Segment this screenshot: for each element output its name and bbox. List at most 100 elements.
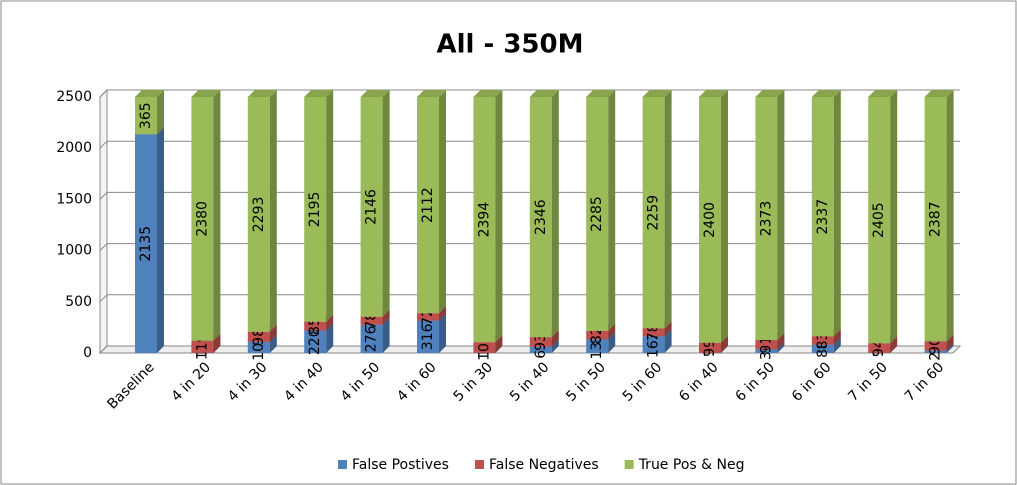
data-label: 2285 [589,196,605,232]
bar-segment [868,343,891,353]
bar-segment [360,316,383,325]
bar-side [326,90,334,322]
bar-segment [247,331,270,342]
bar-segment [642,336,665,353]
bar-side [382,309,390,325]
data-label: 2146 [364,189,380,225]
back-wall [99,88,108,355]
bar-side [269,334,277,353]
bar-side [382,90,390,317]
data-label: 2112 [420,187,436,223]
bar-segment [586,97,609,331]
bar-segment [473,97,496,343]
bar-side [608,332,616,353]
bar-side [664,90,672,329]
data-label: 1 [476,348,492,357]
bar-side [439,313,446,353]
bar-segment [417,97,439,314]
bar-side [890,90,898,344]
bar-segment [304,97,327,322]
bar-top [529,90,559,97]
bar-segment [304,321,327,331]
data-label: 365 [138,102,154,129]
y-tick-label: 0 [83,345,92,361]
bar-segment [135,97,157,135]
bar-side [269,324,277,342]
bar-side [721,90,728,343]
legend-swatch [474,460,484,469]
bar-top [304,90,334,97]
bar-side [269,90,277,332]
bar-segment [699,342,721,353]
bar-segment [811,344,834,353]
data-label: 90 [928,337,944,355]
bar-side [890,336,898,353]
bar-side [213,90,221,341]
bar-side [608,323,616,340]
bar-side [946,334,954,351]
y-tick-label: 2500 [56,89,92,105]
bar-segment [360,324,383,353]
data-label: 2195 [307,192,323,228]
bar-segment [924,341,947,351]
bar-side [721,335,728,353]
legend-swatch [338,460,347,469]
data-label: 133 [589,333,605,360]
data-label: 93 [533,333,549,351]
bar-segment [191,97,214,341]
bar-segment [811,336,834,345]
data-label: 1 [702,348,718,357]
bar-side [777,332,785,350]
bar-side [439,90,446,314]
bar-side [608,90,616,331]
bar-top [642,90,672,97]
data-label: 1 [871,348,887,357]
bar-side [495,345,503,353]
bar-side [833,329,841,345]
data-label: 2135 [138,226,154,262]
data-label: 2405 [871,202,887,238]
grid-line [99,294,960,303]
bar-side [721,345,728,353]
bar-side [439,306,446,321]
legend-label: False Postives [352,457,449,473]
grid-line [99,140,960,149]
bar-segment [586,339,609,353]
bar-segment [755,349,778,353]
bar-side [326,314,334,331]
bar-side [551,330,559,347]
bar-side [664,321,672,337]
bar-segment [811,97,834,337]
bar-segment [924,97,947,342]
bar-top [247,90,277,97]
grid-line [99,191,960,200]
data-label: 2387 [928,201,944,237]
bar-segment [586,330,609,340]
bar-top [135,90,164,97]
bar-top [586,90,616,97]
bar-segment [642,97,665,329]
bar-side [157,90,164,135]
bar-segment [924,350,947,353]
bar-segment [529,97,552,338]
data-label: 2400 [702,202,718,238]
data-label: 94 [871,339,887,357]
bar-top [868,90,898,97]
bar-side [551,339,559,353]
y-tick-label: 1500 [56,191,92,207]
bar-top [699,90,728,97]
bar-side [664,329,672,353]
bar-side [157,127,164,353]
bar-segment [417,313,439,321]
bar-segment [247,97,270,332]
bar-side [213,345,221,353]
bar-segment [529,337,552,347]
bar-side [382,317,390,353]
bar-side [495,90,503,343]
y-tick-label: 1000 [56,243,92,259]
y-tick-label: 500 [65,294,92,310]
data-label: 1 [194,348,210,357]
bar-segment [642,328,665,337]
